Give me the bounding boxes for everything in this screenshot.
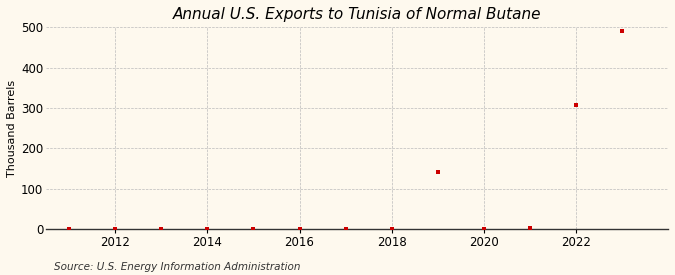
Point	[248, 227, 259, 231]
Text: Source: U.S. Energy Information Administration: Source: U.S. Energy Information Administ…	[54, 262, 300, 272]
Point	[524, 226, 535, 230]
Point	[616, 29, 627, 34]
Point	[479, 227, 489, 231]
Point	[18, 227, 28, 231]
Point	[294, 227, 305, 231]
Y-axis label: Thousand Barrels: Thousand Barrels	[7, 79, 17, 177]
Point	[63, 227, 74, 231]
Point	[202, 227, 213, 231]
Point	[156, 227, 167, 231]
Point	[110, 227, 121, 231]
Title: Annual U.S. Exports to Tunisia of Normal Butane: Annual U.S. Exports to Tunisia of Normal…	[173, 7, 541, 22]
Point	[432, 170, 443, 175]
Point	[570, 103, 581, 108]
Point	[340, 227, 351, 231]
Point	[386, 227, 397, 231]
